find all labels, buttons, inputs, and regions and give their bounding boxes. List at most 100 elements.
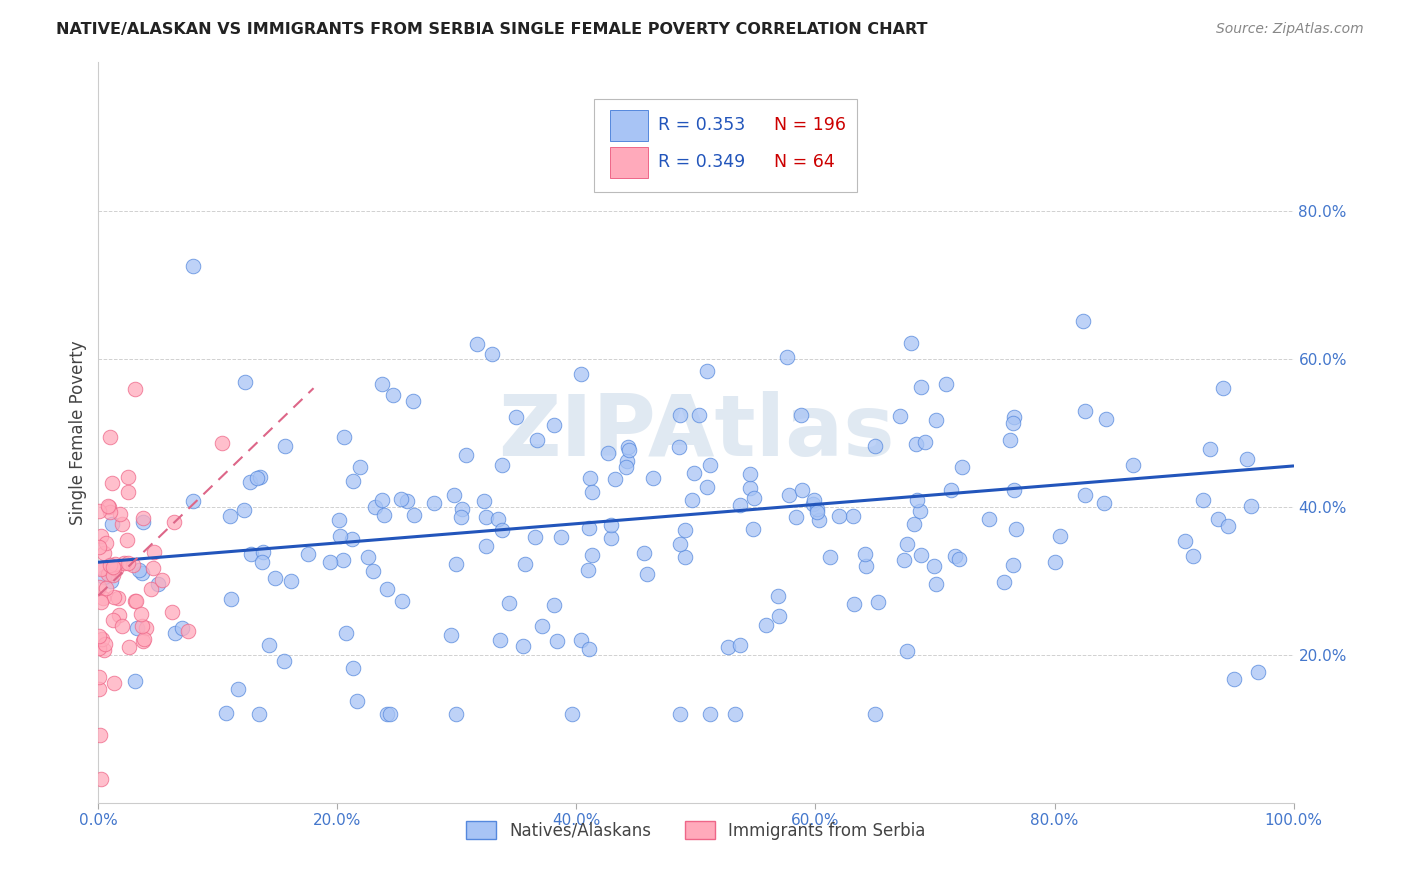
Point (211, 435, 233, 450)
Point (402, 393, 425, 408)
Point (117, 470, 139, 484)
Point (87, 540, 110, 554)
Point (101, 475, 124, 490)
Point (444, 557, 467, 571)
Point (87, 681, 110, 696)
Point (333, 430, 356, 444)
Point (454, 448, 477, 462)
Point (125, 621, 148, 635)
Point (440, 628, 463, 642)
Point (523, 530, 546, 544)
Point (332, 552, 354, 566)
Point (104, 562, 127, 576)
Point (569, 632, 592, 647)
Point (785, 510, 807, 524)
Point (97, 499, 120, 513)
Point (250, 555, 273, 569)
Point (807, 513, 830, 527)
Point (546, 634, 568, 648)
Point (792, 483, 814, 497)
Point (87, 504, 110, 518)
Point (111, 517, 134, 532)
Point (257, 638, 280, 652)
Point (688, 409, 710, 423)
Point (172, 621, 194, 635)
Point (87, 580, 110, 594)
Point (357, 549, 380, 564)
Point (371, 493, 394, 508)
Point (550, 530, 572, 544)
Point (450, 501, 472, 516)
Point (101, 559, 124, 574)
Point (699, 706, 721, 721)
Point (865, 706, 887, 721)
Legend: Natives/Alaskans, Immigrants from Serbia: Natives/Alaskans, Immigrants from Serbia (460, 814, 932, 847)
Point (599, 517, 621, 532)
Point (579, 471, 602, 485)
Point (246, 470, 269, 484)
Point (472, 494, 495, 508)
Point (87, 641, 110, 656)
Point (530, 619, 553, 633)
Point (1218, 519, 1240, 533)
Point (342, 661, 364, 675)
Point (132, 633, 155, 648)
Point (818, 549, 841, 564)
FancyBboxPatch shape (610, 147, 648, 178)
Point (100, 574, 122, 589)
Point (1192, 493, 1215, 508)
Point (219, 591, 242, 606)
Point (950, 460, 973, 475)
Point (381, 388, 404, 402)
Point (89, 670, 111, 684)
Point (614, 459, 637, 474)
Y-axis label: Single Female Poverty: Single Female Poverty (69, 341, 87, 524)
Point (280, 574, 302, 588)
Point (617, 443, 640, 458)
Point (342, 475, 364, 489)
Point (682, 492, 704, 507)
Point (868, 595, 890, 609)
Text: R = 0.353: R = 0.353 (658, 116, 745, 135)
Point (340, 532, 363, 546)
Point (215, 706, 238, 721)
Point (252, 545, 274, 559)
Point (98, 558, 121, 573)
Point (801, 497, 824, 511)
Point (91, 591, 114, 605)
Point (910, 380, 932, 394)
Point (828, 509, 851, 524)
Point (842, 509, 865, 524)
Point (129, 607, 152, 621)
Text: NATIVE/ALASKAN VS IMMIGRANTS FROM SERBIA SINGLE FEMALE POVERTY CORRELATION CHART: NATIVE/ALASKAN VS IMMIGRANTS FROM SERBIA… (56, 22, 928, 37)
Point (364, 500, 387, 515)
Point (738, 467, 761, 481)
Point (717, 640, 740, 655)
Point (375, 706, 398, 721)
Point (87, 629, 110, 643)
Point (724, 706, 747, 721)
Point (181, 260, 204, 274)
Point (443, 488, 465, 502)
Point (755, 618, 778, 632)
Point (943, 549, 966, 563)
Point (742, 522, 765, 536)
Point (97, 567, 120, 582)
Point (378, 706, 401, 721)
Point (90, 772, 112, 787)
Point (1199, 442, 1222, 456)
Point (124, 673, 146, 688)
Point (668, 409, 690, 423)
FancyBboxPatch shape (610, 110, 648, 141)
Point (683, 467, 706, 481)
Point (1002, 483, 1025, 498)
Point (163, 516, 186, 530)
Text: R = 0.349: R = 0.349 (658, 153, 745, 171)
Point (1095, 411, 1118, 425)
Text: ZIPAtlas: ZIPAtlas (498, 391, 894, 475)
Point (600, 531, 623, 545)
Point (893, 552, 915, 566)
Point (1073, 314, 1095, 328)
Point (728, 638, 751, 652)
Point (576, 563, 599, 577)
